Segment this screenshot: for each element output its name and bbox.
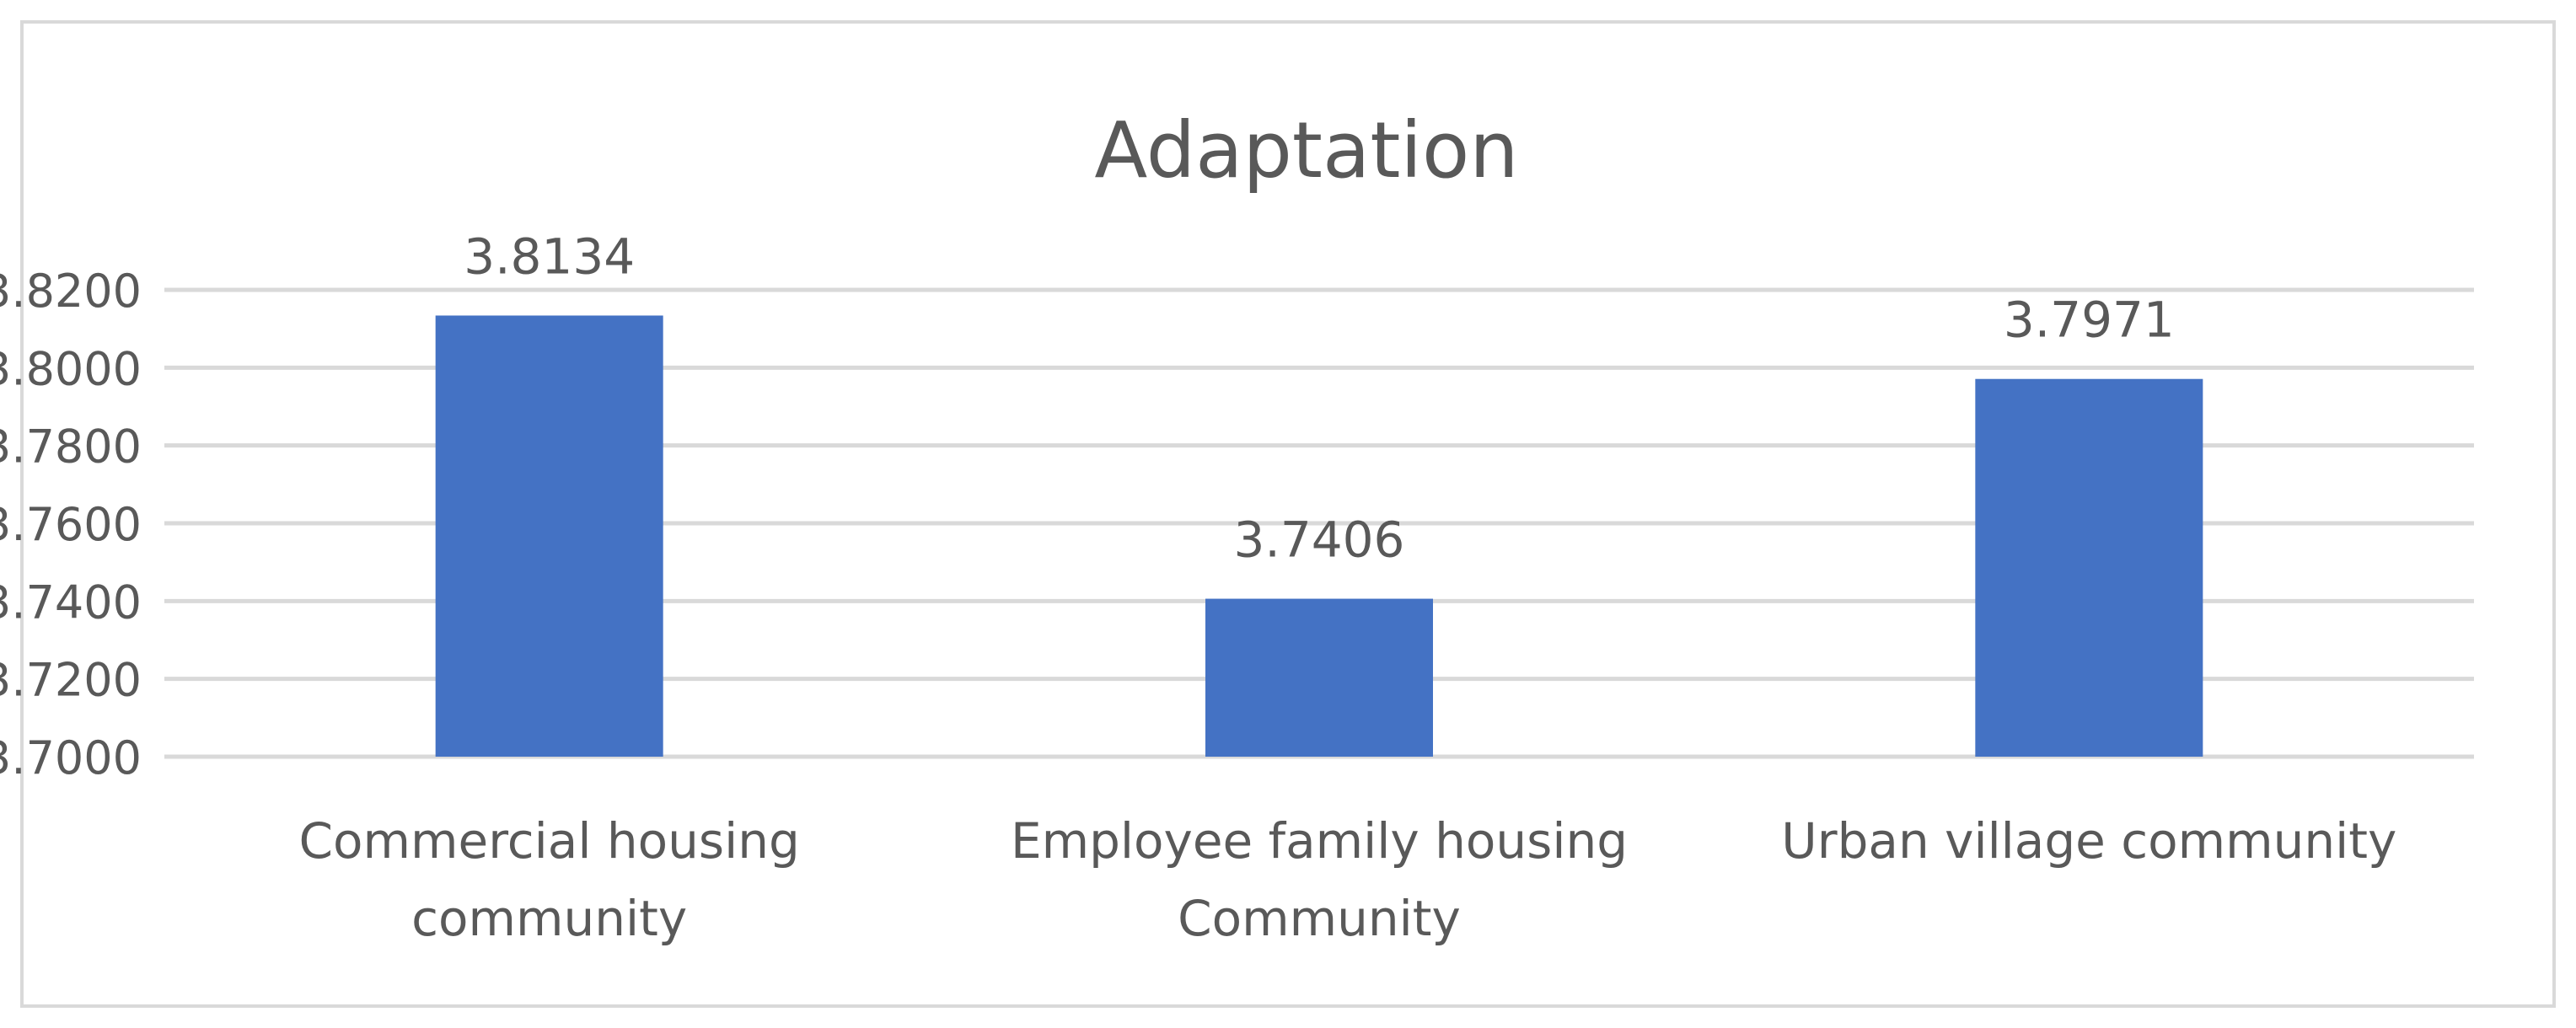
data-label: 3.8134 xyxy=(464,228,635,285)
y-tick-label: 3.7800 xyxy=(0,420,142,474)
y-tick-label: 3.8200 xyxy=(0,265,142,318)
x-category-label: community xyxy=(411,890,687,947)
data-label: 3.7406 xyxy=(1234,511,1405,569)
y-tick-label: 3.8000 xyxy=(0,342,142,395)
y-tick-label: 3.7000 xyxy=(0,731,142,784)
y-axis-ticks: 3.7000 3.7200 3.7400 3.7600 3.7800 3.8000 3.82… xyxy=(0,265,142,784)
bars xyxy=(435,315,2203,758)
y-tick-label: 3.7600 xyxy=(0,498,142,551)
data-labels: 3.8134 3.7406 3.7971 xyxy=(464,228,2175,568)
bar xyxy=(435,315,663,758)
x-category-label: Urban village community xyxy=(1781,812,2396,870)
x-category-label: Community xyxy=(1178,890,1461,947)
x-category-label: Employee family housing xyxy=(1011,812,1628,870)
data-label: 3.7971 xyxy=(2004,292,2175,349)
x-axis-categories: Commercial housing community Employee fami… xyxy=(299,812,2397,947)
y-tick-label: 3.7200 xyxy=(0,654,142,707)
bar xyxy=(1205,598,1433,757)
y-tick-label: 3.7400 xyxy=(0,576,142,629)
x-category-label: Commercial housing xyxy=(299,812,800,870)
bar xyxy=(1975,378,2203,757)
chart-title: Adaptation xyxy=(1094,105,1518,195)
